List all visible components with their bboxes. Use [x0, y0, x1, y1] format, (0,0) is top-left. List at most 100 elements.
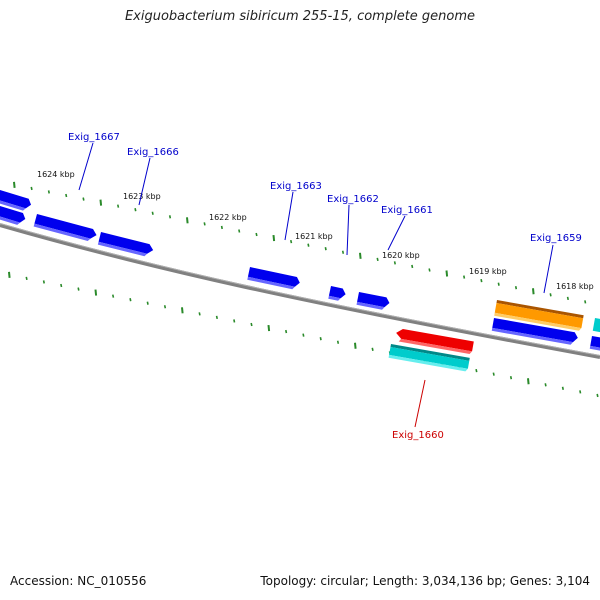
tick-mark [151, 211, 154, 215]
tick-mark [307, 243, 310, 247]
gene-label-exig-1661[interactable]: Exig_1661 [381, 205, 433, 216]
tick-mark [285, 329, 288, 334]
accession-text: Accession: NC_010556 [10, 574, 147, 588]
genome-backbone-highlight [0, 223, 600, 356]
kbp-labels: 1624 kbp 1623 kbp 1622 kbp 1621 kbp 1620… [37, 170, 594, 291]
gene-labels: Exig_1667 Exig_1666 Exig_1663 Exig_1662 … [68, 132, 582, 441]
tick-mark [267, 324, 271, 332]
genome-backbone [0, 223, 600, 359]
tick-mark [272, 234, 276, 242]
tick-mark [544, 383, 547, 387]
tick-mark [42, 280, 45, 284]
tick-mark [290, 239, 293, 244]
tick-mark [492, 372, 495, 376]
tick-mark [561, 386, 564, 390]
tick-mark [509, 376, 513, 380]
tick-mark [497, 282, 500, 286]
forward-strand-genes [0, 187, 600, 353]
gene-exig-1659[interactable] [491, 318, 579, 346]
tick-mark [220, 225, 223, 230]
tick-mark [445, 270, 449, 277]
tick-mark [203, 222, 206, 226]
tick-mark [514, 286, 518, 290]
tick-mark [198, 312, 201, 316]
gene-label-exig-1666[interactable]: Exig_1666 [127, 147, 179, 158]
gene-label-exig-1660[interactable]: Exig_1660 [392, 430, 444, 441]
tick-mark [527, 378, 530, 385]
tick-mark [163, 305, 167, 309]
gene-exig-1668b[interactable] [0, 203, 27, 227]
kbp-label: 1621 kbp [295, 232, 333, 241]
tick-mark [99, 199, 103, 206]
tick-mark [336, 340, 340, 344]
kbp-label: 1619 kbp [469, 267, 507, 276]
gene-exig-1662[interactable] [328, 286, 346, 302]
kbp-label: 1624 kbp [37, 170, 75, 179]
gene-label-lines [78, 142, 554, 428]
tick-mark [13, 181, 16, 188]
kbp-label: 1618 kbp [556, 282, 594, 291]
tick-mark [354, 342, 357, 349]
tick-mark [134, 208, 137, 212]
tick-mark [238, 229, 241, 233]
tick-mark [475, 368, 478, 373]
tick-mark [186, 217, 189, 224]
gene-exig-1661[interactable] [356, 292, 391, 311]
gene-exig-1663[interactable] [247, 267, 301, 291]
gene-label-exig-1662[interactable]: Exig_1662 [327, 194, 379, 205]
gene-exig-1660-cyan[interactable] [388, 344, 470, 372]
gene-exig-1659-orange[interactable] [494, 300, 584, 331]
tick-mark [65, 193, 68, 198]
gene-exig-1660-red[interactable] [395, 328, 474, 354]
gene-label-exig-1663[interactable]: Exig_1663 [270, 181, 322, 192]
tick-mark [428, 268, 431, 272]
tick-mark [146, 301, 149, 305]
tick-mark [215, 315, 218, 320]
tick-mark [25, 276, 28, 281]
gene-exig-1668[interactable] [0, 187, 33, 212]
outer-tick-track [13, 181, 587, 304]
tick-mark [463, 275, 466, 279]
tick-mark [250, 322, 253, 327]
tick-mark [532, 288, 535, 295]
tick-mark [233, 319, 236, 323]
tick-mark [8, 271, 11, 278]
tick-mark [302, 333, 305, 337]
kbp-label: 1623 kbp [123, 192, 161, 201]
tick-mark [376, 257, 379, 262]
tick-mark [393, 261, 396, 265]
tick-mark [94, 289, 98, 296]
tick-mark [181, 307, 184, 314]
gene-exig-1658[interactable] [589, 336, 600, 353]
map-title: Exiguobacterium sibiricum 255-15, comple… [124, 9, 476, 24]
gene-exig-1666[interactable] [97, 232, 155, 258]
tick-mark [47, 190, 50, 194]
tick-mark [579, 390, 582, 394]
tick-mark [117, 204, 120, 208]
tick-mark [341, 250, 345, 254]
kbp-label: 1620 kbp [382, 251, 420, 260]
kbp-label: 1622 kbp [209, 213, 247, 222]
tick-mark [371, 347, 374, 351]
tick-mark [566, 296, 569, 301]
tick-mark [255, 232, 258, 237]
inner-tick-track [8, 271, 599, 398]
tick-mark [596, 393, 599, 398]
tick-mark [319, 337, 322, 341]
tick-mark [324, 247, 327, 251]
tick-mark [77, 287, 80, 291]
tick-mark [480, 278, 483, 283]
tick-mark [549, 293, 552, 297]
gene-exig-1658-cyan[interactable] [592, 318, 600, 335]
tick-mark [60, 283, 63, 288]
gene-label-exig-1659[interactable]: Exig_1659 [530, 233, 582, 244]
tick-mark [584, 300, 587, 304]
tick-mark [129, 298, 132, 302]
gene-exig-1667[interactable] [33, 214, 98, 243]
tick-mark [411, 264, 414, 269]
tick-mark [359, 252, 362, 259]
tick-mark [30, 186, 33, 191]
tick-mark [112, 294, 115, 298]
gene-label-exig-1667[interactable]: Exig_1667 [68, 132, 120, 143]
